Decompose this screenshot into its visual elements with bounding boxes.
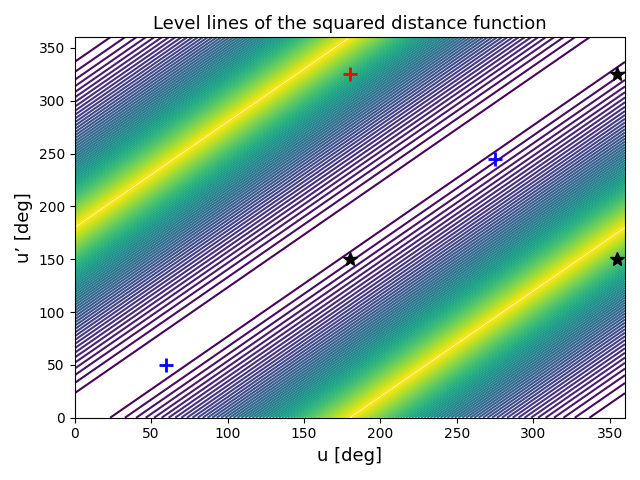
- Title: Level lines of the squared distance function: Level lines of the squared distance func…: [153, 15, 547, 33]
- Y-axis label: u’ [deg]: u’ [deg]: [15, 192, 33, 263]
- X-axis label: u [deg]: u [deg]: [317, 447, 382, 465]
